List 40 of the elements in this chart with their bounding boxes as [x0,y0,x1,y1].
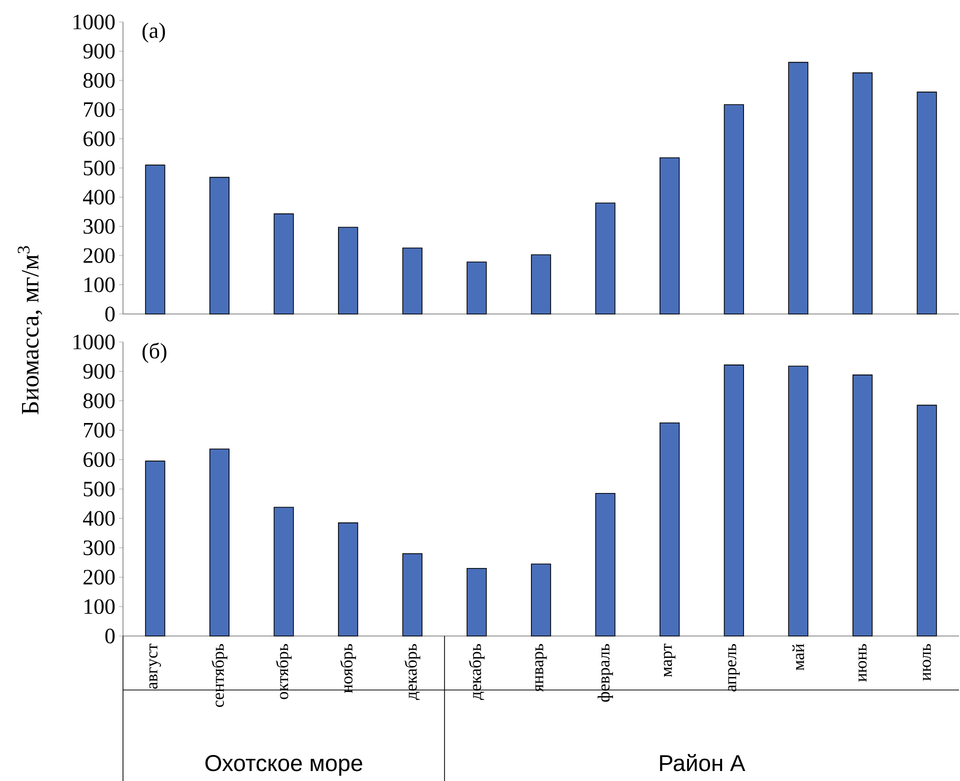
x-tick-label: май [792,644,804,670]
x-tick-label: март [664,644,676,677]
y-tick-label: 100 [84,277,115,292]
chart-title: (б) [142,342,166,363]
y-tick-label: 400 [83,190,115,205]
x-tick-label: ноябрь [340,644,356,694]
x-tick-label: январь [535,644,547,692]
y-tick-label: 300 [84,540,115,556]
y-tick-label: 0 [105,306,115,322]
y-tick-label: 900 [83,364,115,379]
x-tick-label: август [149,644,161,689]
chart-title: (a) [142,22,165,42]
y-tick-label: 100 [84,599,115,614]
y-tick-label: 1000 [74,334,115,350]
y-tick-label: 600 [84,452,115,467]
x-tick-label: февраль [598,644,613,702]
x-tick-label: декабрь [404,644,420,700]
y-tick-label: 800 [83,72,115,88]
y-tick-label: 200 [84,248,115,263]
y-tick-label: 800 [83,393,115,408]
x-tick-label: декабрь [468,644,485,700]
y-tick-label: 700 [84,102,115,117]
y-tick-label: 200 [84,570,115,585]
y-tick-label: 600 [84,131,115,146]
y-tick-label: 700 [84,422,115,438]
x-tick-label: июнь [858,644,867,682]
y-tick-label: 900 [83,44,115,59]
y-tick-label: 1000 [74,14,115,30]
x-tick-label: апрель [728,644,740,692]
x-tick-label: октябрь [276,644,292,700]
y-tick-label: 400 [83,511,115,526]
y-tick-label: 500 [84,160,115,176]
y-tick-label: 0 [105,628,115,644]
text: Район А [660,754,746,772]
y-axis-title: Биомасса, мг/м$^{3}$ [18,246,42,414]
y-tick-label: 300 [84,218,115,234]
text: Охотское море [205,755,362,776]
x-tick-label: сентябрь [212,644,228,707]
y-tick-label: 500 [84,482,115,496]
x-tick-label: июль [922,644,931,681]
